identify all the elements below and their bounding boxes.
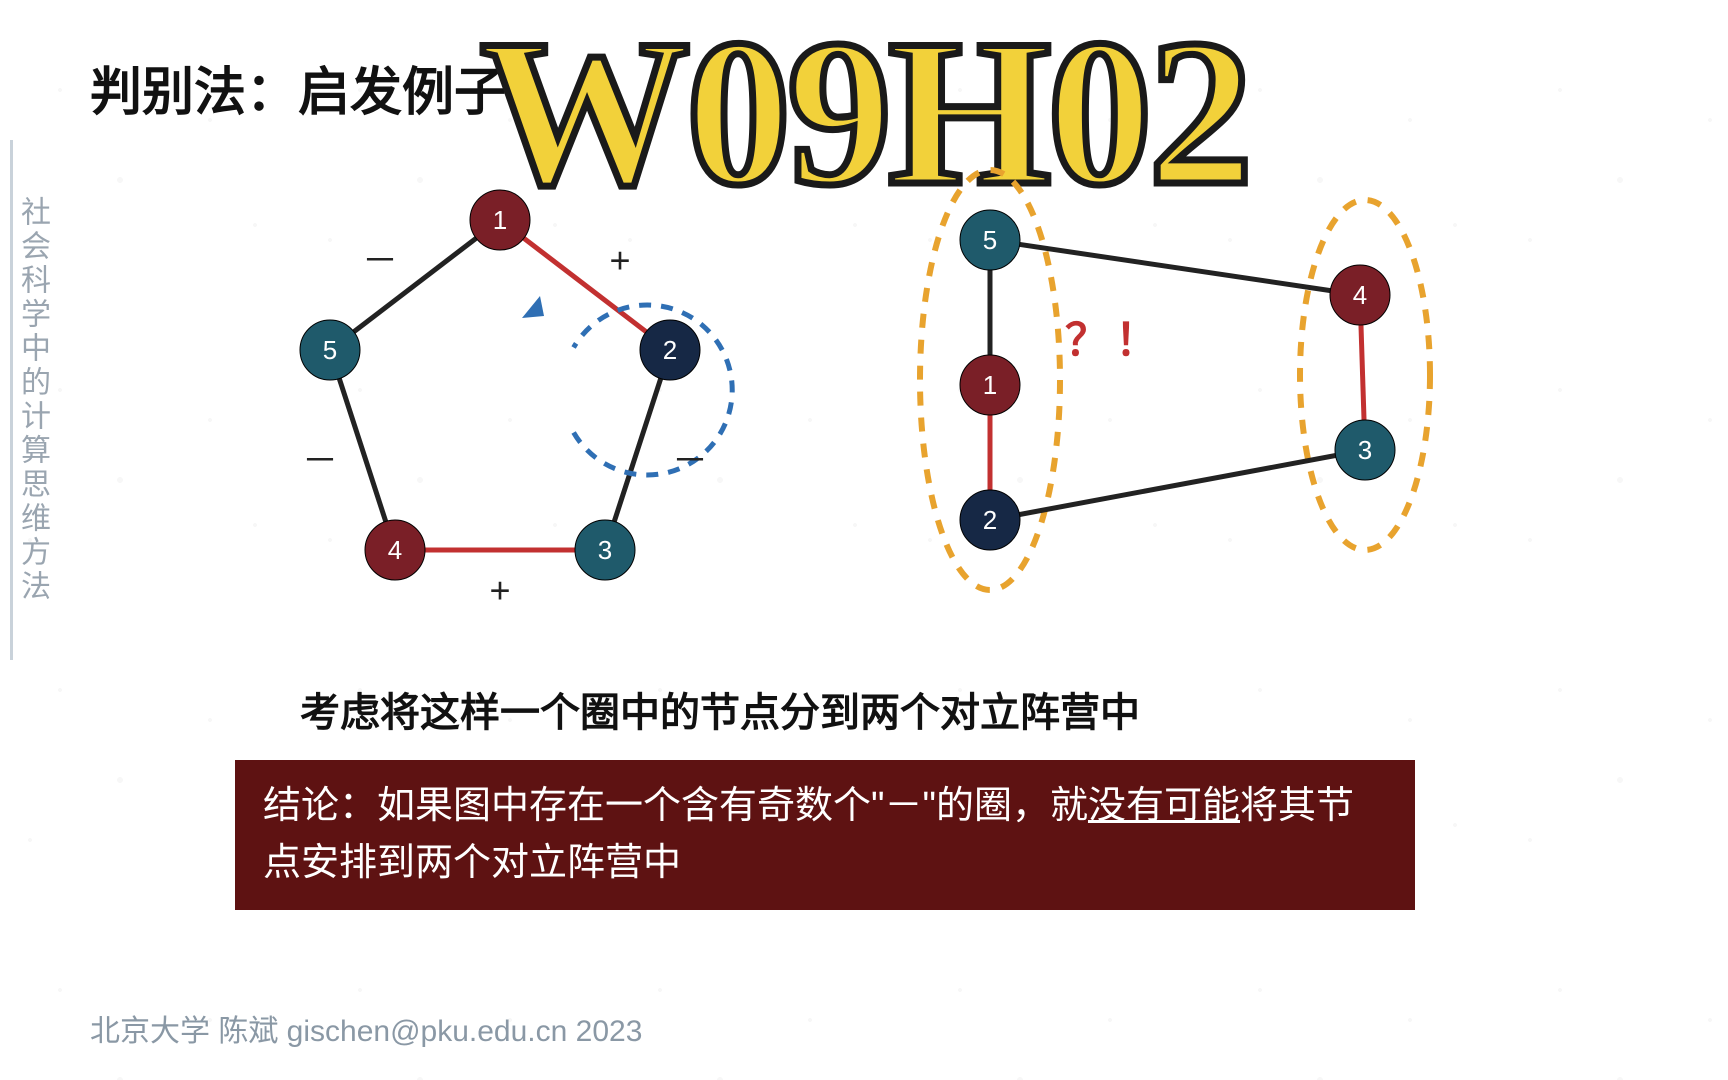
svg-text:2: 2	[983, 505, 997, 535]
footer: 北京大学 陈斌 gischen@pku.edu.cn 2023	[90, 1006, 642, 1050]
conclusion-prefix: 结论：如果图中存在一个含有奇数个"－"的圈，就	[263, 785, 1088, 827]
svg-text:2: 2	[663, 335, 677, 365]
svg-text:3: 3	[1358, 435, 1372, 465]
svg-text:5: 5	[323, 335, 337, 365]
svg-text:－: －	[362, 240, 398, 281]
diagram-caption: 考虑将这样一个圈中的节点分到两个对立阵营中	[300, 680, 1140, 738]
svg-text:1: 1	[983, 370, 997, 400]
slide-title: 判别法：启发例子	[90, 50, 506, 125]
diagram-area: 1 2 3 4 5 + － + － － 5 1 2 4 3 ？！	[90, 140, 1630, 640]
bipartite-graph: 5 1 2 4 3 ？！	[810, 160, 1510, 620]
conclusion-underlined: 没有可能	[1088, 785, 1240, 827]
sidebar-course-title: 社会科学中的计算思维方法	[10, 140, 52, 660]
svg-text:！: ！	[1115, 316, 1159, 365]
svg-text:+: +	[609, 240, 630, 281]
pentagon-graph: 1 2 3 4 5 + － + － －	[240, 160, 760, 620]
svg-text:5: 5	[983, 225, 997, 255]
svg-text:3: 3	[598, 535, 612, 565]
svg-text:4: 4	[388, 535, 402, 565]
svg-text:1: 1	[493, 205, 507, 235]
svg-text:？: ？	[1065, 316, 1109, 365]
conclusion-box: 结论：如果图中存在一个含有奇数个"－"的圈，就没有可能将其节点安排到两个对立阵营…	[235, 760, 1415, 910]
svg-text:4: 4	[1353, 280, 1367, 310]
svg-text:－: －	[672, 440, 708, 481]
svg-text:－: －	[302, 440, 338, 481]
svg-text:+: +	[489, 570, 510, 611]
